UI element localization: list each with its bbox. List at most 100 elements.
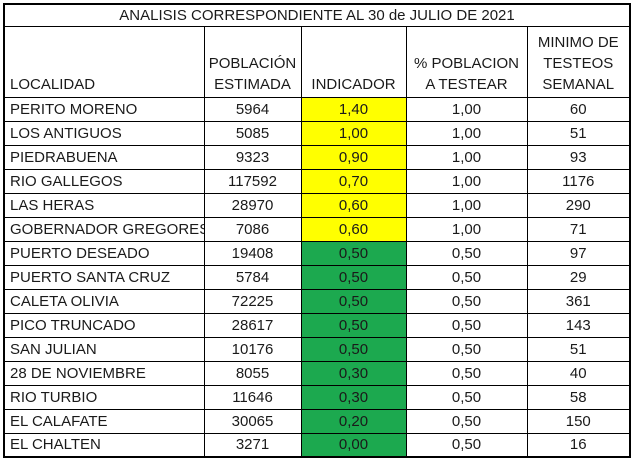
poblacion-estimada-cell: 3271 — [203, 432, 302, 458]
minimo-testeos-cell: 51 — [526, 336, 631, 362]
indicador-cell: 0,50 — [300, 336, 407, 362]
localidad-cell: RIO TURBIO — [3, 384, 205, 410]
poblacion-estimada-cell: 117592 — [203, 168, 302, 194]
poblacion-estimada-cell: 19408 — [203, 240, 302, 266]
header-minimo-testeos-semanal: MINIMO DE TESTEOS SEMANAL — [526, 25, 631, 98]
localidad-cell: PERITO MORENO — [3, 96, 205, 122]
indicador-cell: 0,50 — [300, 288, 407, 314]
localidad-cell: SAN JULIAN — [3, 336, 205, 362]
poblacion-estimada-cell: 72225 — [203, 288, 302, 314]
minimo-testeos-cell: 71 — [526, 216, 631, 242]
table-row: PERITO MORENO 5964 1,40 1,00 60 — [3, 96, 631, 122]
table-row: 28 DE NOVIEMBRE 8055 0,30 0,50 40 — [3, 360, 631, 386]
minimo-testeos-cell: 93 — [526, 144, 631, 170]
localidad-cell: LAS HERAS — [3, 192, 205, 218]
indicador-cell: 0,60 — [300, 192, 407, 218]
title-row: ANALISIS CORRESPONDIENTE AL 30 de JULIO … — [3, 3, 631, 27]
poblacion-estimada-cell: 10176 — [203, 336, 302, 362]
indicador-cell: 0,30 — [300, 384, 407, 410]
localidad-cell: PUERTO DESEADO — [3, 240, 205, 266]
minimo-testeos-cell: 29 — [526, 264, 631, 290]
pct-poblacion-cell: 1,00 — [405, 120, 528, 146]
table-body: PERITO MORENO 5964 1,40 1,00 60 LOS ANTIGUOS 5… — [3, 96, 631, 458]
indicador-cell: 0,90 — [300, 144, 407, 170]
indicador-cell: 0,50 — [300, 240, 407, 266]
table-row: PUERTO SANTA CRUZ 5784 0,50 0,50 29 — [3, 264, 631, 290]
poblacion-estimada-cell: 8055 — [203, 360, 302, 386]
minimo-testeos-cell: 1176 — [526, 168, 631, 194]
minimo-testeos-cell: 361 — [526, 288, 631, 314]
poblacion-estimada-cell: 9323 — [203, 144, 302, 170]
analysis-table: ANALISIS CORRESPONDIENTE AL 30 de JULIO … — [3, 3, 632, 458]
localidad-cell: RIO GALLEGOS — [3, 168, 205, 194]
table-row: RIO TURBIO 11646 0,30 0,50 58 — [3, 384, 631, 410]
pct-poblacion-cell: 0,50 — [405, 360, 528, 386]
poblacion-estimada-cell: 5784 — [203, 264, 302, 290]
minimo-testeos-cell: 97 — [526, 240, 631, 266]
indicador-cell: 0,30 — [300, 360, 407, 386]
minimo-testeos-cell: 40 — [526, 360, 631, 386]
pct-poblacion-cell: 1,00 — [405, 144, 528, 170]
table-row: PUERTO DESEADO 19408 0,50 0,50 97 — [3, 240, 631, 266]
localidad-cell: PIEDRABUENA — [3, 144, 205, 170]
minimo-testeos-cell: 143 — [526, 312, 631, 338]
pct-poblacion-cell: 1,00 — [405, 216, 528, 242]
indicador-cell: 0,60 — [300, 216, 407, 242]
table-row: SAN JULIAN 10176 0,50 0,50 51 — [3, 336, 631, 362]
poblacion-estimada-cell: 30065 — [203, 408, 302, 434]
pct-poblacion-cell: 0,50 — [405, 312, 528, 338]
pct-poblacion-cell: 0,50 — [405, 288, 528, 314]
indicador-cell: 0,00 — [300, 432, 407, 458]
pct-poblacion-cell: 0,50 — [405, 240, 528, 266]
indicador-cell: 1,40 — [300, 96, 407, 122]
pct-poblacion-cell: 0,50 — [405, 432, 528, 458]
localidad-cell: CALETA OLIVIA — [3, 288, 205, 314]
table-row: GOBERNADOR GREGORES 7086 0,60 1,00 71 — [3, 216, 631, 242]
header-pct-poblacion-a-testear: % POBLACION A TESTEAR — [405, 25, 528, 98]
pct-poblacion-cell: 0,50 — [405, 264, 528, 290]
header-row: LOCALIDAD POBLACIÓN ESTIMADA INDICADOR %… — [3, 25, 631, 98]
table-row: EL CALAFATE 30065 0,20 0,50 150 — [3, 408, 631, 434]
localidad-cell: EL CHALTEN — [3, 432, 205, 458]
poblacion-estimada-cell: 11646 — [203, 384, 302, 410]
table-row: EL CHALTEN 3271 0,00 0,50 16 — [3, 432, 631, 458]
header-poblacion-estimada: POBLACIÓN ESTIMADA — [203, 25, 302, 98]
localidad-cell: 28 DE NOVIEMBRE — [3, 360, 205, 386]
poblacion-estimada-cell: 7086 — [203, 216, 302, 242]
pct-poblacion-cell: 1,00 — [405, 168, 528, 194]
header-indicador: INDICADOR — [300, 25, 407, 98]
table-row: CALETA OLIVIA 72225 0,50 0,50 361 — [3, 288, 631, 314]
minimo-testeos-cell: 58 — [526, 384, 631, 410]
table-row: LAS HERAS 28970 0,60 1,00 290 — [3, 192, 631, 218]
minimo-testeos-cell: 150 — [526, 408, 631, 434]
table-row: RIO GALLEGOS 117592 0,70 1,00 1176 — [3, 168, 631, 194]
pct-poblacion-cell: 1,00 — [405, 96, 528, 122]
indicador-cell: 0,50 — [300, 312, 407, 338]
poblacion-estimada-cell: 5085 — [203, 120, 302, 146]
poblacion-estimada-cell: 28617 — [203, 312, 302, 338]
localidad-cell: GOBERNADOR GREGORES — [3, 216, 205, 242]
minimo-testeos-cell: 16 — [526, 432, 631, 458]
pct-poblacion-cell: 0,50 — [405, 336, 528, 362]
table-row: LOS ANTIGUOS 5085 1,00 1,00 51 — [3, 120, 631, 146]
table-title: ANALISIS CORRESPONDIENTE AL 30 de JULIO … — [3, 3, 631, 27]
pct-poblacion-cell: 1,00 — [405, 192, 528, 218]
localidad-cell: LOS ANTIGUOS — [3, 120, 205, 146]
indicador-cell: 0,20 — [300, 408, 407, 434]
pct-poblacion-cell: 0,50 — [405, 384, 528, 410]
indicador-cell: 1,00 — [300, 120, 407, 146]
poblacion-estimada-cell: 5964 — [203, 96, 302, 122]
table-row: PICO TRUNCADO 28617 0,50 0,50 143 — [3, 312, 631, 338]
pct-poblacion-cell: 0,50 — [405, 408, 528, 434]
localidad-cell: PICO TRUNCADO — [3, 312, 205, 338]
localidad-cell: EL CALAFATE — [3, 408, 205, 434]
localidad-cell: PUERTO SANTA CRUZ — [3, 264, 205, 290]
minimo-testeos-cell: 290 — [526, 192, 631, 218]
minimo-testeos-cell: 60 — [526, 96, 631, 122]
table-row: PIEDRABUENA 9323 0,90 1,00 93 — [3, 144, 631, 170]
indicador-cell: 0,70 — [300, 168, 407, 194]
header-localidad: LOCALIDAD — [3, 25, 205, 98]
minimo-testeos-cell: 51 — [526, 120, 631, 146]
poblacion-estimada-cell: 28970 — [203, 192, 302, 218]
